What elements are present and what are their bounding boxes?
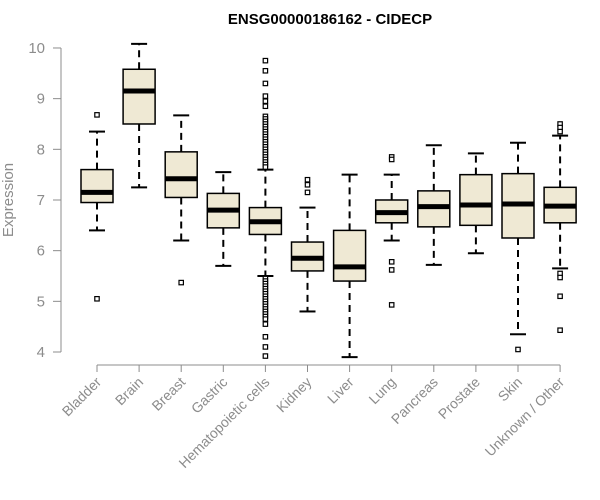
outlier-point (388, 267, 395, 273)
x-tick-label: Bladder (59, 374, 105, 420)
box-bladder (80, 112, 114, 302)
x-tick-label: Pancreas (388, 374, 441, 427)
y-tick-label: 7 (37, 192, 45, 209)
outlier-point (388, 302, 395, 308)
x-tick-label: Skin (495, 374, 526, 405)
outlier-point (388, 156, 395, 163)
outlier-point (262, 67, 269, 74)
outlier-point (304, 176, 311, 183)
box-brain (122, 42, 156, 189)
box-gastric (206, 171, 241, 267)
box-pancreas (417, 144, 451, 266)
outlier-point (304, 189, 311, 196)
outlier-point (262, 80, 269, 87)
box-liver (332, 173, 367, 359)
x-tick-label: Brain (112, 374, 146, 408)
outlier-point (262, 57, 269, 64)
outlier-point (557, 293, 563, 300)
y-tick-label: 8 (37, 141, 45, 158)
x-tick-label: Lung (365, 374, 398, 407)
outlier-point (94, 295, 100, 302)
y-axis: 4 5 6 7 8 9 10 (28, 40, 62, 361)
x-tick-label: Unknown / Other (482, 374, 568, 460)
box-body (459, 173, 493, 227)
y-axis-title: Expression (0, 163, 17, 237)
box-lung (374, 154, 409, 308)
y-tick-label: 9 (37, 91, 45, 108)
outlier-point (262, 93, 269, 99)
y-tick-label: 4 (37, 344, 45, 361)
box-body (122, 68, 156, 125)
outlier-point (262, 353, 269, 359)
y-tick-label: 6 (37, 243, 45, 260)
box-unknown-other (543, 121, 577, 334)
box-breast (164, 114, 198, 286)
box-body (80, 168, 114, 204)
y-tick-label: 5 (37, 293, 45, 310)
x-tick-label: Liver (324, 374, 357, 407)
outlier-point (262, 344, 269, 350)
box-body (164, 151, 198, 199)
x-tick-label: Kidney (273, 374, 315, 416)
chart-title: ENSG00000186162 - CIDECP (228, 11, 432, 28)
outlier-point (304, 181, 311, 188)
outlier-point (388, 259, 395, 265)
x-tick-label: Breast (148, 374, 188, 414)
outlier-point (262, 103, 269, 110)
box-body (332, 229, 367, 282)
outlier-point (515, 346, 521, 353)
outlier-point (94, 112, 100, 118)
outlier-point (557, 274, 563, 281)
outlier-point (557, 128, 563, 135)
box-hematopoietic-cells (248, 57, 283, 359)
outlier-point (262, 321, 269, 327)
boxes-group (80, 42, 577, 359)
outlier-point (178, 279, 185, 286)
y-tick-label: 10 (28, 40, 45, 57)
box-prostate (459, 152, 493, 255)
outlier-point (262, 333, 269, 340)
box-skin (501, 141, 535, 353)
x-tick-label: Prostate (435, 374, 483, 422)
outlier-point (262, 98, 269, 104)
outlier-point (262, 316, 269, 322)
outlier-point (262, 164, 269, 170)
outlier-point (557, 327, 563, 334)
box-kidney (290, 176, 325, 313)
